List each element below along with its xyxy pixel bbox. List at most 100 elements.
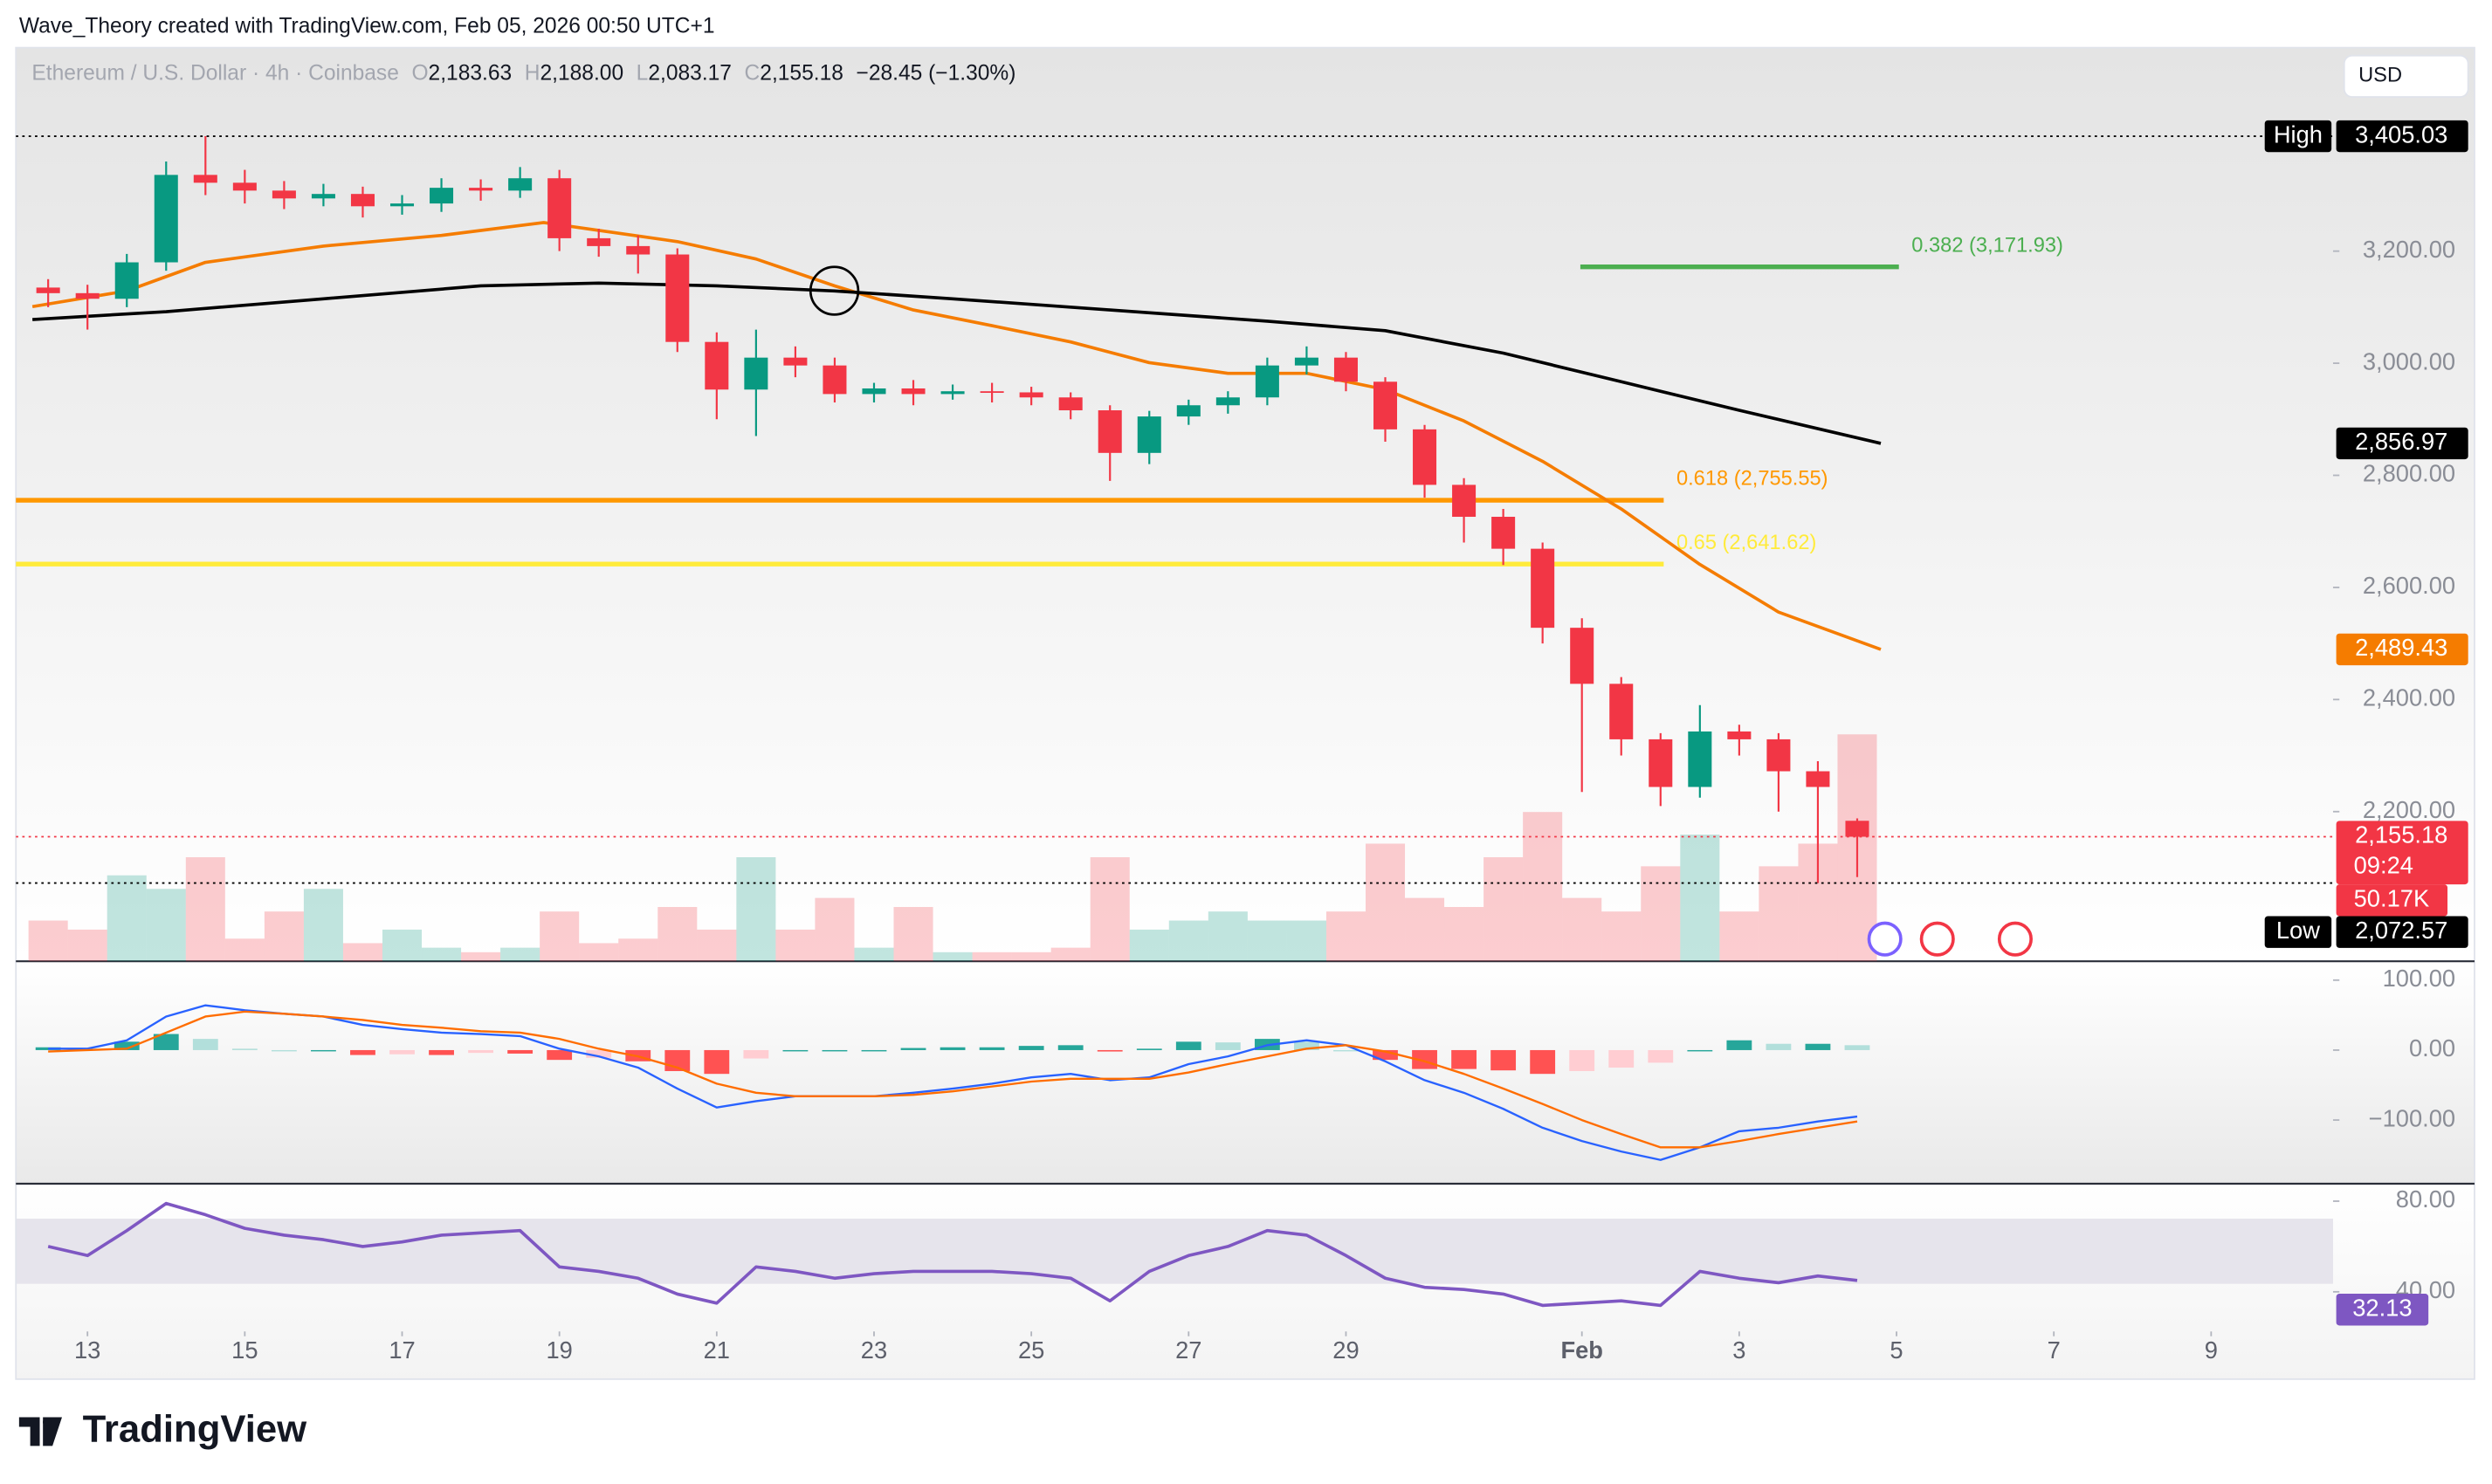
candle-body [862, 388, 886, 395]
histogram-bar [1608, 1049, 1635, 1068]
y-tick-label: 100.00 [2383, 965, 2455, 992]
candle-body [1845, 821, 1869, 837]
value-tag [2336, 1294, 2429, 1326]
candle-body [1491, 517, 1516, 549]
volume-bar [500, 947, 540, 962]
histogram-bar [940, 1047, 966, 1050]
icon[interactable] [1919, 921, 1955, 957]
histogram-bar [743, 1049, 769, 1059]
candle-body [154, 175, 178, 263]
histogram-bar [1844, 1045, 1870, 1050]
price-tag [2336, 916, 2468, 948]
ohlc-value: 2,155.18 [760, 62, 843, 86]
price-tag [2336, 821, 2468, 885]
histogram-bar [1136, 1048, 1162, 1050]
volume-bar [28, 920, 68, 962]
rsi-band [16, 1219, 2333, 1284]
volume-bar [303, 889, 343, 962]
histogram-bar [389, 1049, 415, 1055]
candle-body [350, 194, 375, 207]
fib-label: 0.618 (2,755.55) [1676, 468, 1828, 491]
volume-bar [540, 911, 580, 962]
ohlc-value: 2,083.17 [648, 62, 732, 86]
icon[interactable] [1997, 921, 2033, 957]
volume-bar [1168, 920, 1208, 962]
series-line [48, 1010, 1858, 1149]
y-tick-label: 0.00 [2409, 1034, 2455, 1061]
volume-bar [1405, 897, 1445, 962]
y-tick-label: 80.00 [2396, 1185, 2455, 1213]
histogram-bar [900, 1048, 926, 1050]
candle-body [1373, 381, 1398, 429]
candle-body [587, 237, 611, 246]
price-tag-label: 2,072.57 [2355, 917, 2447, 944]
candle-body [1649, 739, 1673, 787]
price-tag-label: 2,856.97 [2355, 428, 2447, 455]
series-line [48, 1004, 1858, 1161]
x-tick-label: 29 [1332, 1336, 1359, 1364]
candle-body [1137, 416, 1161, 453]
histogram-bar [1373, 1049, 1398, 1061]
icon[interactable] [1867, 921, 1903, 957]
x-tick-label: 17 [389, 1336, 415, 1364]
price-tag-name: High [2274, 120, 2323, 148]
y-tick-label: 3,000.00 [2363, 347, 2455, 374]
plot-area: 0.382 (3,171.93) 0.618 (2,755.55) 0.65 (2,… [16, 62, 2468, 1364]
volume-bar [1325, 911, 1366, 962]
histogram-bar [1333, 1049, 1359, 1052]
candle-body [232, 182, 257, 191]
candle-body [665, 254, 690, 342]
volume-bar [1050, 947, 1091, 962]
change: −28.45 (−1.30%) [856, 62, 1015, 86]
candle-body [193, 175, 217, 183]
volume-bar [1562, 897, 1602, 962]
candle-body [469, 188, 493, 191]
price-tag-label: 2,489.43 [2355, 634, 2447, 661]
histogram-bar [822, 1049, 848, 1052]
price-tag [2336, 633, 2468, 666]
ohlc-key: H [525, 62, 540, 86]
histogram-bar [861, 1049, 887, 1052]
histogram-bar [350, 1049, 375, 1055]
volume-bar [1365, 843, 1406, 962]
volume-bar [972, 952, 1012, 962]
currency-button[interactable] [2343, 54, 2469, 98]
histogram-bar [1215, 1042, 1241, 1050]
circle-annotation [809, 265, 860, 316]
histogram-bar [1175, 1041, 1201, 1050]
fib-label: 0.65 (2,641.62) [1676, 532, 1816, 554]
value-tag-label: 32.13 [2352, 1294, 2412, 1321]
candle-body [1531, 548, 1555, 629]
price-tag-name: Low [2276, 917, 2320, 944]
price-pane [16, 47, 2475, 962]
candle-body [783, 357, 808, 366]
macd-pane [16, 961, 2475, 1184]
candle-body [705, 341, 729, 390]
volume-bar [107, 875, 147, 962]
candle-body [901, 388, 926, 395]
volume-bar [854, 947, 894, 962]
histogram-bar [1726, 1040, 1752, 1050]
x-tick-label: 7 [2048, 1336, 2061, 1364]
y-tick-label: 2,200.00 [2363, 796, 2455, 823]
y-tick-label: −100.00 [2369, 1104, 2455, 1131]
volume-bar [1759, 866, 1799, 962]
x-tick-label: 15 [231, 1336, 258, 1364]
volume-bar [422, 947, 462, 962]
candle-body [311, 194, 335, 199]
volume-tag [2336, 884, 2448, 917]
candle-body [1806, 771, 1830, 787]
candle-body [1766, 739, 1791, 772]
ohlc-value: 2,188.00 [540, 62, 623, 86]
histogram-bar [1018, 1046, 1044, 1050]
x-tick-label: 21 [704, 1336, 730, 1364]
price-tag [2336, 427, 2468, 460]
x-tick-label: Feb [1560, 1336, 1603, 1364]
ohlc-value: 2,183.63 [429, 62, 513, 86]
candle-body [1215, 397, 1240, 406]
currency: USD [2358, 65, 2402, 87]
candle-body [272, 190, 296, 199]
histogram-bar [1569, 1049, 1595, 1071]
attribution: Wave_Theory created with TradingView.com… [19, 14, 715, 38]
